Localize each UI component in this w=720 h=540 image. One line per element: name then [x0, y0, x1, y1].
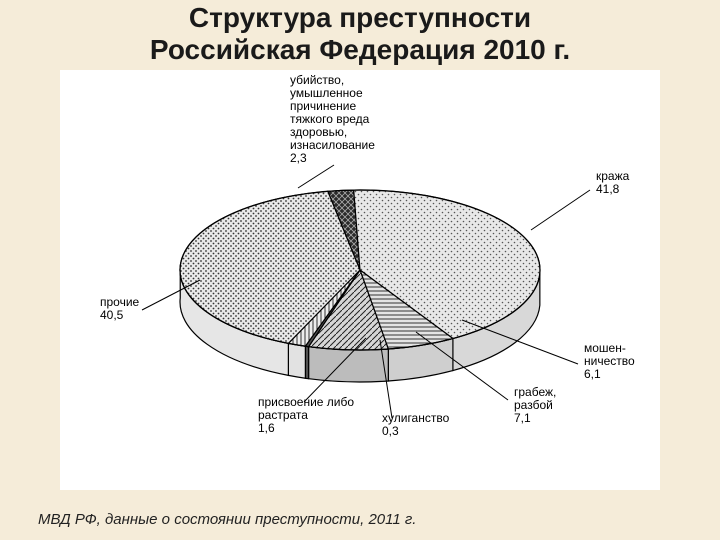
page-title: Структура преступности Российская Федера… [0, 0, 720, 66]
label-embezzle: присвоение либорастрата1,6 [258, 395, 354, 435]
source-footer: МВД РФ, данные о состоянии преступности,… [38, 511, 416, 528]
label-hooligan: хулиганство0,3 [382, 411, 450, 438]
label-robbery: грабеж,разбой7,1 [514, 385, 556, 425]
title-line-1: Структура преступности [189, 2, 531, 33]
label-fraud: мошен-ничество6,1 [584, 341, 635, 381]
label-murder: убийство,умышленноепричинениетяжкого вре… [290, 73, 375, 165]
pie-chart: убийство,умышленноепричинениетяжкого вре… [60, 70, 660, 490]
title-line-2: Российская Федерация 2010 г. [150, 34, 570, 65]
label-other: прочие40,5 [100, 295, 140, 322]
chart-container: убийство,умышленноепричинениетяжкого вре… [60, 70, 660, 490]
label-theft: кража41,8 [596, 169, 630, 196]
